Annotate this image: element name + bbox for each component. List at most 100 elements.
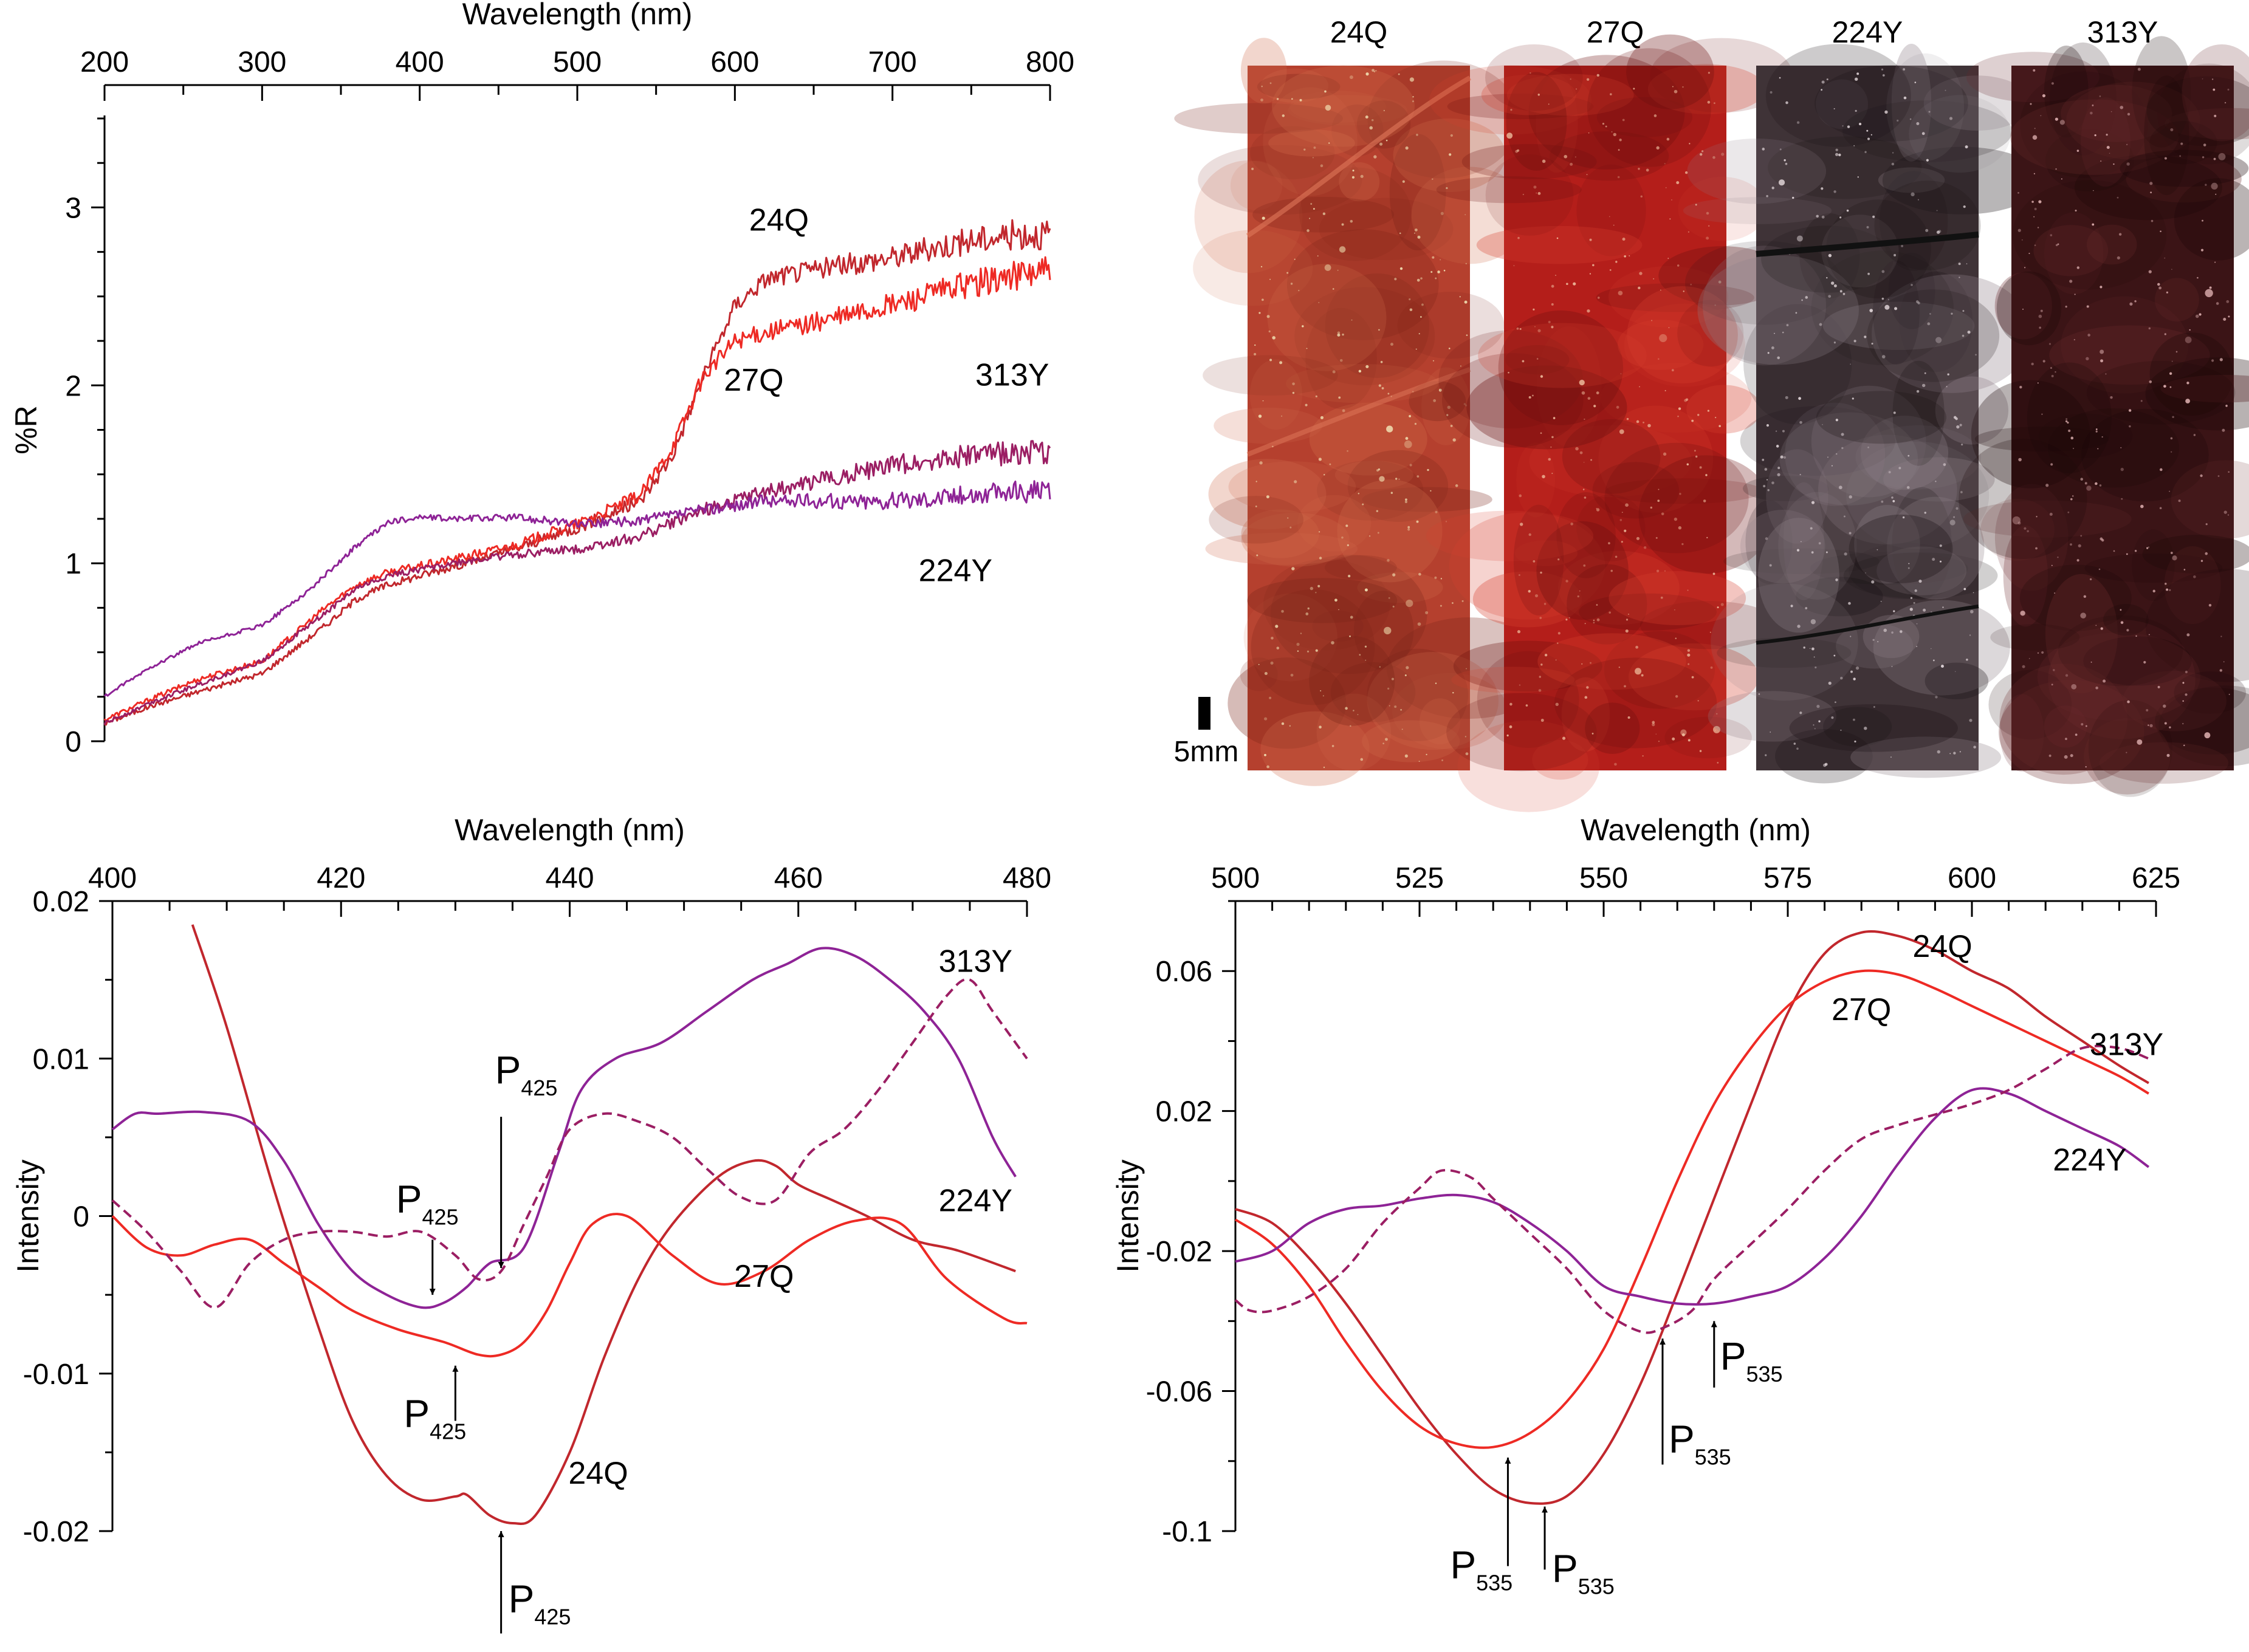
speckle: [1568, 617, 1570, 619]
speckle: [2137, 739, 2143, 745]
speckle: [1826, 276, 1828, 279]
speckle: [2048, 343, 2052, 345]
texture-blob: [1579, 593, 1717, 631]
texture-blob: [1999, 694, 2044, 772]
x-tick-label: 200: [80, 46, 129, 78]
speckle: [1932, 558, 1935, 561]
speckle: [2106, 146, 2110, 149]
texture-blob: [1923, 75, 2031, 131]
speckle: [1540, 432, 1542, 434]
speckle: [1969, 634, 1971, 636]
speckle: [1910, 597, 1913, 599]
speckle: [2195, 314, 2199, 318]
speckle: [1937, 750, 1940, 754]
speckle: [1300, 632, 1302, 634]
speckle: [2185, 399, 2191, 404]
speckle: [1931, 648, 1932, 649]
speckle: [1609, 269, 1612, 271]
speckle: [2227, 88, 2230, 91]
speckle: [1883, 628, 1887, 632]
speckle: [1873, 706, 1875, 708]
speckle: [1305, 612, 1309, 615]
speckle: [1627, 716, 1630, 719]
series-line-27q: [103, 256, 1051, 722]
speckle: [1959, 276, 1960, 278]
texture-blob: [1874, 180, 1981, 270]
texture-blob: [1994, 484, 2069, 591]
texture-blob: [1810, 552, 1968, 585]
speckle: [1262, 400, 1264, 402]
speckle: [2050, 234, 2053, 236]
speckle: [1519, 494, 1522, 498]
speckle: [2126, 553, 2128, 555]
texture-blob: [1506, 74, 1634, 116]
speckle: [1901, 245, 1904, 247]
texture-blob: [1513, 504, 1564, 616]
speckle: [1589, 238, 1592, 241]
texture-blob: [1389, 134, 1446, 251]
speckle: [1445, 521, 1447, 523]
speckle: [2224, 101, 2227, 104]
speckle: [1417, 235, 1421, 239]
speckle: [1914, 81, 1917, 83]
speckle: [1840, 729, 1842, 731]
y-axis-title: Intensity: [1111, 1159, 1145, 1272]
speckle: [1770, 732, 1771, 733]
texture-blob: [1811, 385, 1926, 498]
texture-blob: [1711, 583, 1858, 701]
texture-blob: [1745, 500, 1793, 584]
speckle: [1816, 214, 1819, 218]
texture-blob: [1299, 167, 1412, 261]
speckle: [2148, 634, 2150, 636]
texture-blob: [1576, 164, 1646, 256]
speckle: [1783, 456, 1786, 459]
texture-blob: [2086, 360, 2236, 425]
speckle: [1706, 236, 1709, 240]
speckle: [2017, 191, 2019, 194]
speckle: [2048, 754, 2052, 757]
speckle: [1626, 619, 1629, 621]
speckle: [1440, 211, 1444, 215]
speckle: [1405, 146, 1409, 150]
speckle: [1406, 666, 1409, 670]
speckle: [2057, 556, 2059, 558]
speckle: [2126, 629, 2129, 632]
speckle: [1914, 589, 1917, 592]
texture-blob: [1397, 292, 1505, 359]
speckle: [1266, 765, 1269, 769]
speckle: [2113, 550, 2115, 552]
texture-blob: [1429, 65, 1592, 135]
speckle: [2024, 527, 2027, 530]
speckle: [2035, 547, 2038, 550]
texture-blob: [1356, 100, 1411, 149]
y-tick-label: -0.1: [1162, 1516, 1212, 1548]
speckle: [1717, 762, 1719, 764]
speckle: [2202, 78, 2203, 80]
speckle: [1320, 164, 1324, 168]
speckle: [1777, 356, 1780, 360]
speckle: [2051, 684, 2053, 686]
speckle: [1313, 146, 1316, 149]
speckle: [2051, 564, 2053, 566]
speckle: [1382, 742, 1384, 744]
speckle: [2071, 684, 2077, 690]
speckle: [1853, 718, 1855, 721]
speckle: [1259, 461, 1263, 465]
speckle: [1292, 382, 1295, 386]
texture-blob: [1789, 704, 1958, 752]
texture-blob: [1723, 548, 1880, 574]
speckle: [1799, 421, 1802, 424]
speckle: [1792, 196, 1794, 199]
speckle: [1303, 148, 1306, 151]
speckle: [2064, 755, 2068, 759]
speckle: [1771, 481, 1774, 485]
speckle: [2160, 230, 2161, 233]
texture-blob: [1203, 355, 1338, 396]
texture-blob: [1664, 716, 1752, 759]
speckle: [1652, 723, 1655, 727]
speckle: [2032, 135, 2038, 140]
speckle: [1269, 696, 1272, 699]
speckle: [1864, 726, 1867, 730]
speckle: [1613, 132, 1616, 137]
